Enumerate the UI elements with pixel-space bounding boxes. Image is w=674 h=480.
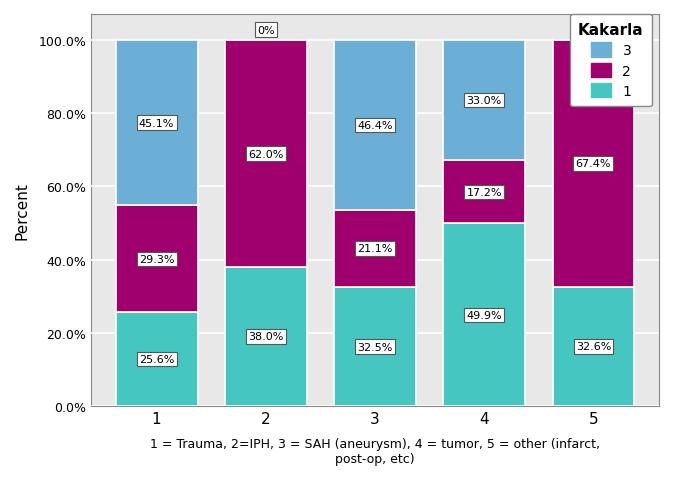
Bar [334, 41, 416, 210]
Text: 33.0%: 33.0% [466, 96, 502, 106]
Y-axis label: Percent: Percent [15, 182, 30, 240]
Bar [443, 161, 525, 224]
Text: 17.2%: 17.2% [466, 188, 502, 198]
Bar [116, 206, 197, 312]
Text: 21.1%: 21.1% [357, 244, 393, 254]
Bar [553, 287, 634, 406]
Bar [116, 312, 197, 406]
Text: 62.0%: 62.0% [248, 149, 284, 159]
Bar [443, 41, 525, 161]
Text: 32.5%: 32.5% [357, 342, 393, 352]
X-axis label: 1 = Trauma, 2=IPH, 3 = SAH (aneurysm), 4 = tumor, 5 = other (infarct,
post-op, e: 1 = Trauma, 2=IPH, 3 = SAH (aneurysm), 4… [150, 437, 600, 465]
Text: 46.4%: 46.4% [357, 121, 393, 131]
Bar [443, 224, 525, 406]
Text: 49.9%: 49.9% [466, 310, 502, 320]
Bar [225, 267, 307, 406]
Bar [225, 41, 307, 267]
Legend: 3, 2, 1: 3, 2, 1 [570, 14, 652, 107]
Text: 38.0%: 38.0% [248, 332, 284, 342]
Text: .0%: .0% [583, 25, 604, 36]
Text: 25.6%: 25.6% [139, 354, 175, 364]
Text: 45.1%: 45.1% [139, 119, 175, 128]
Text: 0%: 0% [257, 25, 274, 36]
Text: 32.6%: 32.6% [576, 342, 611, 352]
Text: 67.4%: 67.4% [576, 159, 611, 169]
Text: 29.3%: 29.3% [139, 254, 175, 264]
Bar [334, 288, 416, 406]
Bar [334, 210, 416, 288]
Bar [553, 41, 634, 287]
Bar [116, 41, 197, 206]
